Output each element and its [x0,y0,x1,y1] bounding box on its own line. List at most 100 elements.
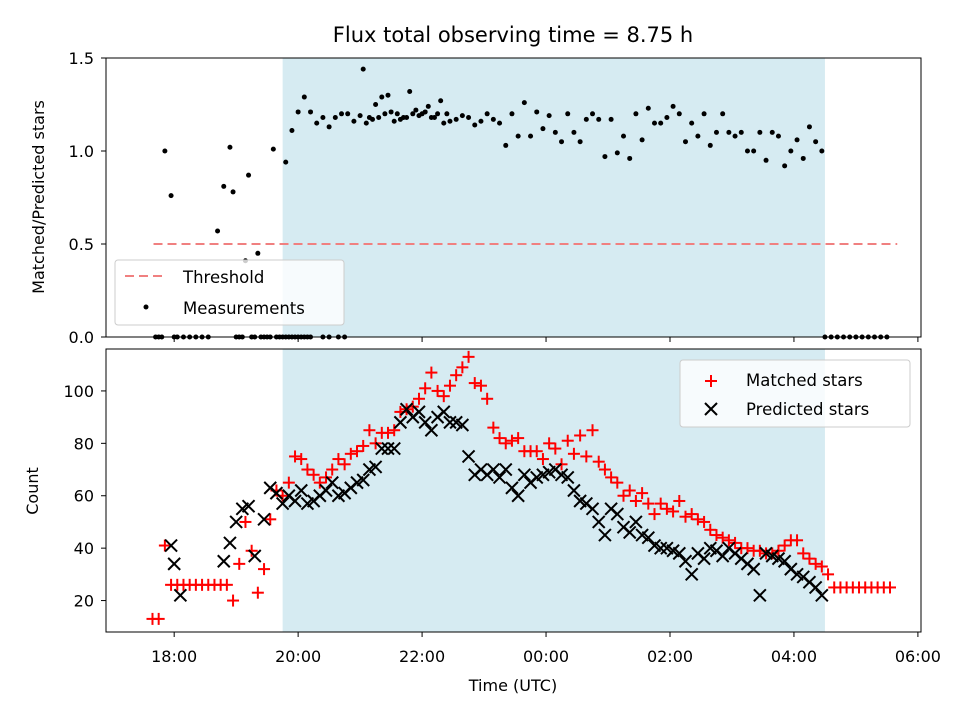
x-tick-label: 06:00 [895,647,941,666]
bottom-axes-frame [105,348,922,633]
predicted-star-point [629,515,643,529]
matched-star-point [623,484,636,497]
measurement-point [577,139,583,145]
measurement-point [540,126,546,132]
measurement-point [490,116,496,122]
measurement-point [682,139,688,145]
legend-matched-swatch [705,375,717,387]
predicted-star-point [567,483,581,498]
matched-star-point [338,458,351,471]
matched-star-point [685,508,698,521]
matched-star-point [158,539,171,552]
matched-star-point [654,497,667,510]
legend-predicted-swatch [704,402,718,416]
predicted-star-point [511,489,525,503]
predicted-star-point [505,481,519,495]
measurement-point [283,159,289,165]
predicted-star-point [715,549,730,563]
measurement-point [689,120,695,126]
measurement-point [385,92,391,98]
measurement-point [351,118,357,124]
measurement-point [447,118,453,124]
matched-star-point [307,468,320,481]
matched-star-point [251,586,264,599]
measurement-point [645,105,651,111]
matched-star-point [344,447,357,460]
x-tick-label: 02:00 [647,647,693,666]
predicted-star-point [241,499,256,513]
y-tick-label: 100 [63,382,94,401]
measurement-point [583,116,589,122]
matched-star-point [258,563,271,576]
matched-star-point [791,534,804,547]
matched-star-point [642,497,655,510]
measurement-point [444,111,450,117]
bottom-legend: Matched stars Predicted stars [679,359,911,428]
measurement-point [255,250,261,256]
matched-star-point [809,557,822,570]
predicted-stars-points [164,402,829,603]
matched-star-point [474,379,487,392]
measurement-point [435,111,441,117]
matched-star-point [716,531,729,544]
matched-star-point [605,471,618,484]
matched-star-point [574,429,587,442]
matched-star-point [561,434,574,447]
measurement-point [751,148,757,154]
measurement-point [571,129,577,135]
matched-star-point [487,421,500,434]
measurement-point [227,144,233,150]
measurement-point [546,113,552,119]
measurement-point [289,128,295,134]
measurement-point [534,109,540,115]
measurement-point [320,115,326,121]
measurement-point [339,111,345,117]
x-tick-label: 04:00 [771,647,817,666]
matched-star-point [580,450,593,463]
matched-star-point [586,424,599,437]
matched-star-point [363,424,376,437]
predicted-star-point [368,460,383,474]
y-tick-label: 40 [74,539,94,558]
matched-star-point [648,508,661,521]
measurement-point [559,139,565,145]
measurement-point [806,124,812,130]
matched-star-point [313,476,326,489]
measurement-point [326,124,332,130]
measurement-point [314,120,320,126]
measurement-point [813,139,819,145]
measurement-point [614,150,620,156]
predicted-star-point [393,415,408,430]
matched-star-point [592,455,605,468]
predicted-star-point [672,546,686,561]
matched-star-point [295,453,308,466]
matched-star-point [505,434,518,447]
matched-star-point [493,432,506,445]
measurement-point [497,120,503,126]
x-axis-label: Time (UTC) [468,676,557,695]
matched-star-point [152,612,165,625]
predicted-star-point [387,441,401,456]
y-tick-label: 0.0 [69,328,94,347]
matched-star-point [431,384,444,397]
matched-star-point [722,534,735,547]
predicted-star-point [598,528,612,542]
measurement-point [332,115,338,121]
predicted-star-point [294,483,308,498]
matched-star-point [443,379,456,392]
chart-title: Flux total observing time = 8.75 h [333,23,693,47]
measurement-point [162,148,168,154]
predicted-star-point [167,557,181,571]
predicted-star-point [164,538,178,553]
predicted-star-point [173,588,188,603]
measurement-point [552,129,558,135]
legend-matched-label: Matched stars [746,371,863,390]
top-y-axis-label: Matched/Predicted stars [29,100,48,294]
matched-star-point [332,453,345,466]
measurement-point [651,120,657,126]
predicted-star-point [424,423,439,437]
measurement-point [565,111,571,117]
measurement-point [382,111,388,117]
top-axes-frame [105,57,922,338]
